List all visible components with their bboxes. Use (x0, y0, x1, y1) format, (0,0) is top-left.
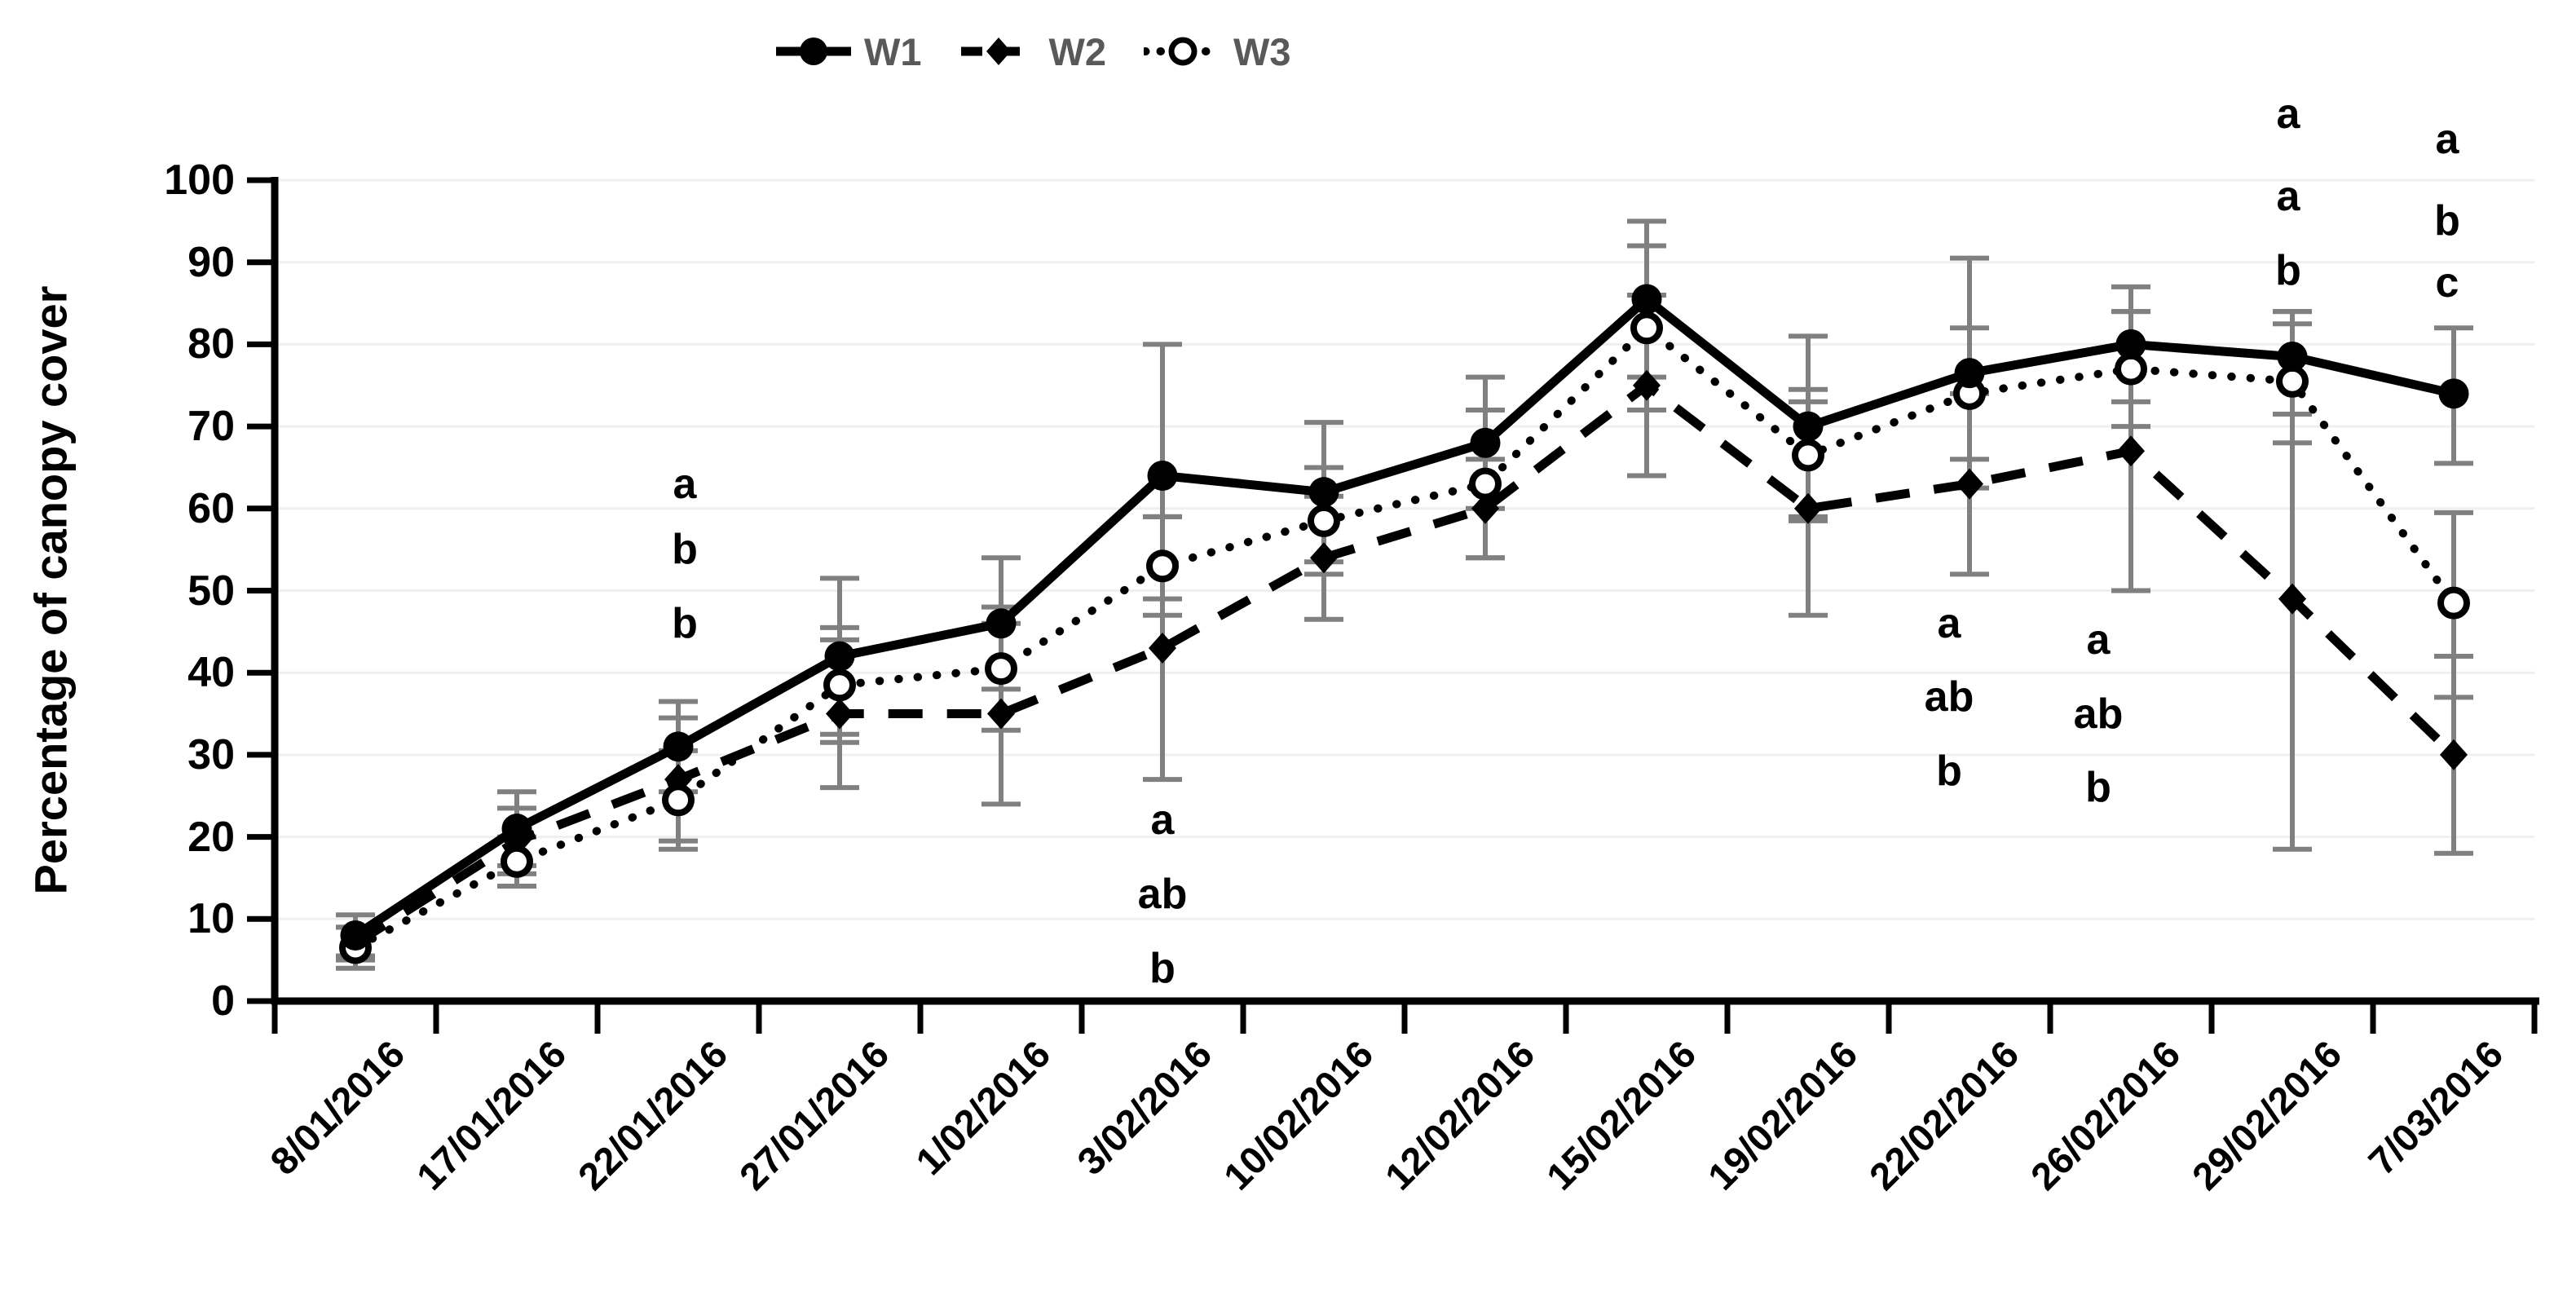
legend-item-w3: W3 (1144, 29, 1291, 74)
w1-marker (1954, 358, 1985, 389)
sig-letter: b (672, 526, 698, 574)
series-line-w3 (351, 322, 2458, 952)
w3-marker (823, 668, 856, 702)
y-tick-label: 0 (211, 977, 235, 1025)
legend-sample-solid (776, 37, 851, 65)
sig-letter: a (1150, 796, 1175, 845)
sig-letter: a (673, 460, 697, 508)
w1-marker (986, 608, 1017, 639)
sig-letter: ab (1924, 673, 1974, 721)
legend-label: W3 (1233, 29, 1291, 73)
w3-marker (1630, 311, 1663, 345)
series-line-w2 (353, 379, 2457, 948)
y-tick-label: 60 (187, 484, 235, 532)
sig-letter: c (2435, 258, 2459, 307)
w1-marker (1470, 427, 1501, 458)
legend-sample-dotted (1144, 37, 1222, 66)
w2-marker (1956, 468, 1983, 500)
sig-letter: b (2434, 197, 2460, 245)
w1-marker (1308, 477, 1339, 508)
w2-marker (987, 698, 1015, 730)
sig-letter: b (1936, 748, 1962, 796)
w2-marker (1149, 632, 1176, 664)
legend-item-w2: W2 (959, 29, 1107, 74)
sig-letter: b (2085, 764, 2111, 812)
sig-letter: b (672, 599, 698, 647)
w3-marker (501, 845, 533, 878)
w3-marker (2276, 364, 2309, 398)
w2-marker (826, 698, 854, 730)
w2-marker (1471, 492, 1499, 524)
y-tick-label: 30 (187, 730, 235, 779)
w2-marker (1310, 542, 1338, 574)
w1-marker (501, 814, 532, 845)
w2-marker (2278, 583, 2306, 615)
legend-label: W2 (1048, 29, 1107, 73)
w1-marker (2277, 342, 2308, 373)
w1-marker (824, 641, 855, 672)
y-tick-label: 20 (187, 813, 235, 861)
legend-item-w1: W1 (774, 29, 922, 74)
legend-sample-dashed (960, 37, 1036, 65)
sig-letter: b (1149, 944, 1176, 992)
w3-marker (985, 652, 1017, 686)
w1-marker (1147, 461, 1178, 492)
y-tick-label: 80 (187, 320, 235, 368)
w3-marker (2437, 586, 2470, 620)
w1-marker (2115, 329, 2146, 360)
sig-letter: ab (1137, 871, 1188, 919)
y-tick-label: 10 (187, 895, 235, 943)
w3-marker (2115, 352, 2147, 386)
w2-marker (2117, 435, 2145, 467)
w1-marker (340, 920, 371, 951)
y-tick-label: 90 (187, 238, 235, 286)
sig-letter: a (2435, 115, 2459, 163)
sig-letter: a (2276, 90, 2300, 139)
w3-marker (1308, 504, 1340, 537)
w3-marker (662, 783, 695, 817)
w1-marker (1793, 411, 1824, 442)
legend-label: W1 (864, 29, 922, 73)
y-tick-label: 100 (164, 157, 235, 204)
y-tick-label: 50 (187, 567, 235, 615)
sig-letter: a (2086, 615, 2111, 664)
w2-marker (1633, 369, 1661, 401)
w2-marker (2440, 739, 2468, 770)
series-line-w1 (352, 293, 2455, 940)
w1-marker (663, 731, 694, 762)
chart-legend: W1 W2 W3 (774, 21, 1291, 82)
y-tick-label: 70 (187, 403, 235, 451)
w3-marker (1146, 549, 1179, 583)
w1-marker (2438, 378, 2469, 409)
w3-marker (1469, 467, 1502, 501)
w3-marker (1792, 439, 1824, 472)
sig-letter: b (2275, 246, 2301, 294)
w1-marker (1631, 284, 1662, 315)
w2-marker (1794, 492, 1822, 524)
sig-letter: ab (2073, 690, 2124, 738)
sig-letter: a (2276, 173, 2300, 221)
sig-letter: a (1937, 599, 1961, 647)
y-tick-label: 40 (187, 649, 235, 697)
